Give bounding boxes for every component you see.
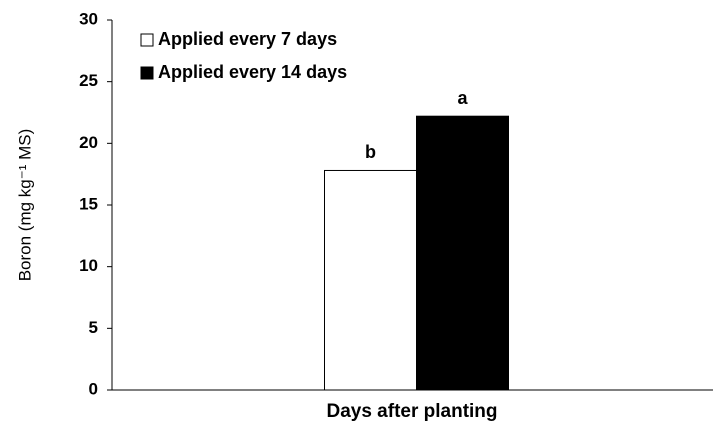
- x-axis-label: Days after planting: [326, 401, 497, 422]
- y-tick-label: 10: [79, 256, 98, 275]
- y-tick-label: 15: [79, 194, 98, 213]
- y-axis-label: Boron (mg kg⁻¹ MS): [15, 129, 34, 282]
- bar-annotation: a: [457, 88, 468, 108]
- y-tick-label: 20: [79, 133, 98, 152]
- y-tick-label: 5: [89, 318, 98, 337]
- legend-swatch: [140, 33, 154, 47]
- y-tick-label: 25: [79, 71, 98, 90]
- bar-annotation: b: [365, 142, 376, 162]
- y-tick-label: 0: [89, 379, 98, 398]
- legend-label: Applied every 14 days: [158, 62, 347, 82]
- y-tick-label: 30: [79, 9, 98, 28]
- legend-label: Applied every 7 days: [158, 29, 337, 49]
- bar: [324, 169, 417, 391]
- bar: [416, 115, 509, 391]
- legend-swatch: [140, 66, 154, 80]
